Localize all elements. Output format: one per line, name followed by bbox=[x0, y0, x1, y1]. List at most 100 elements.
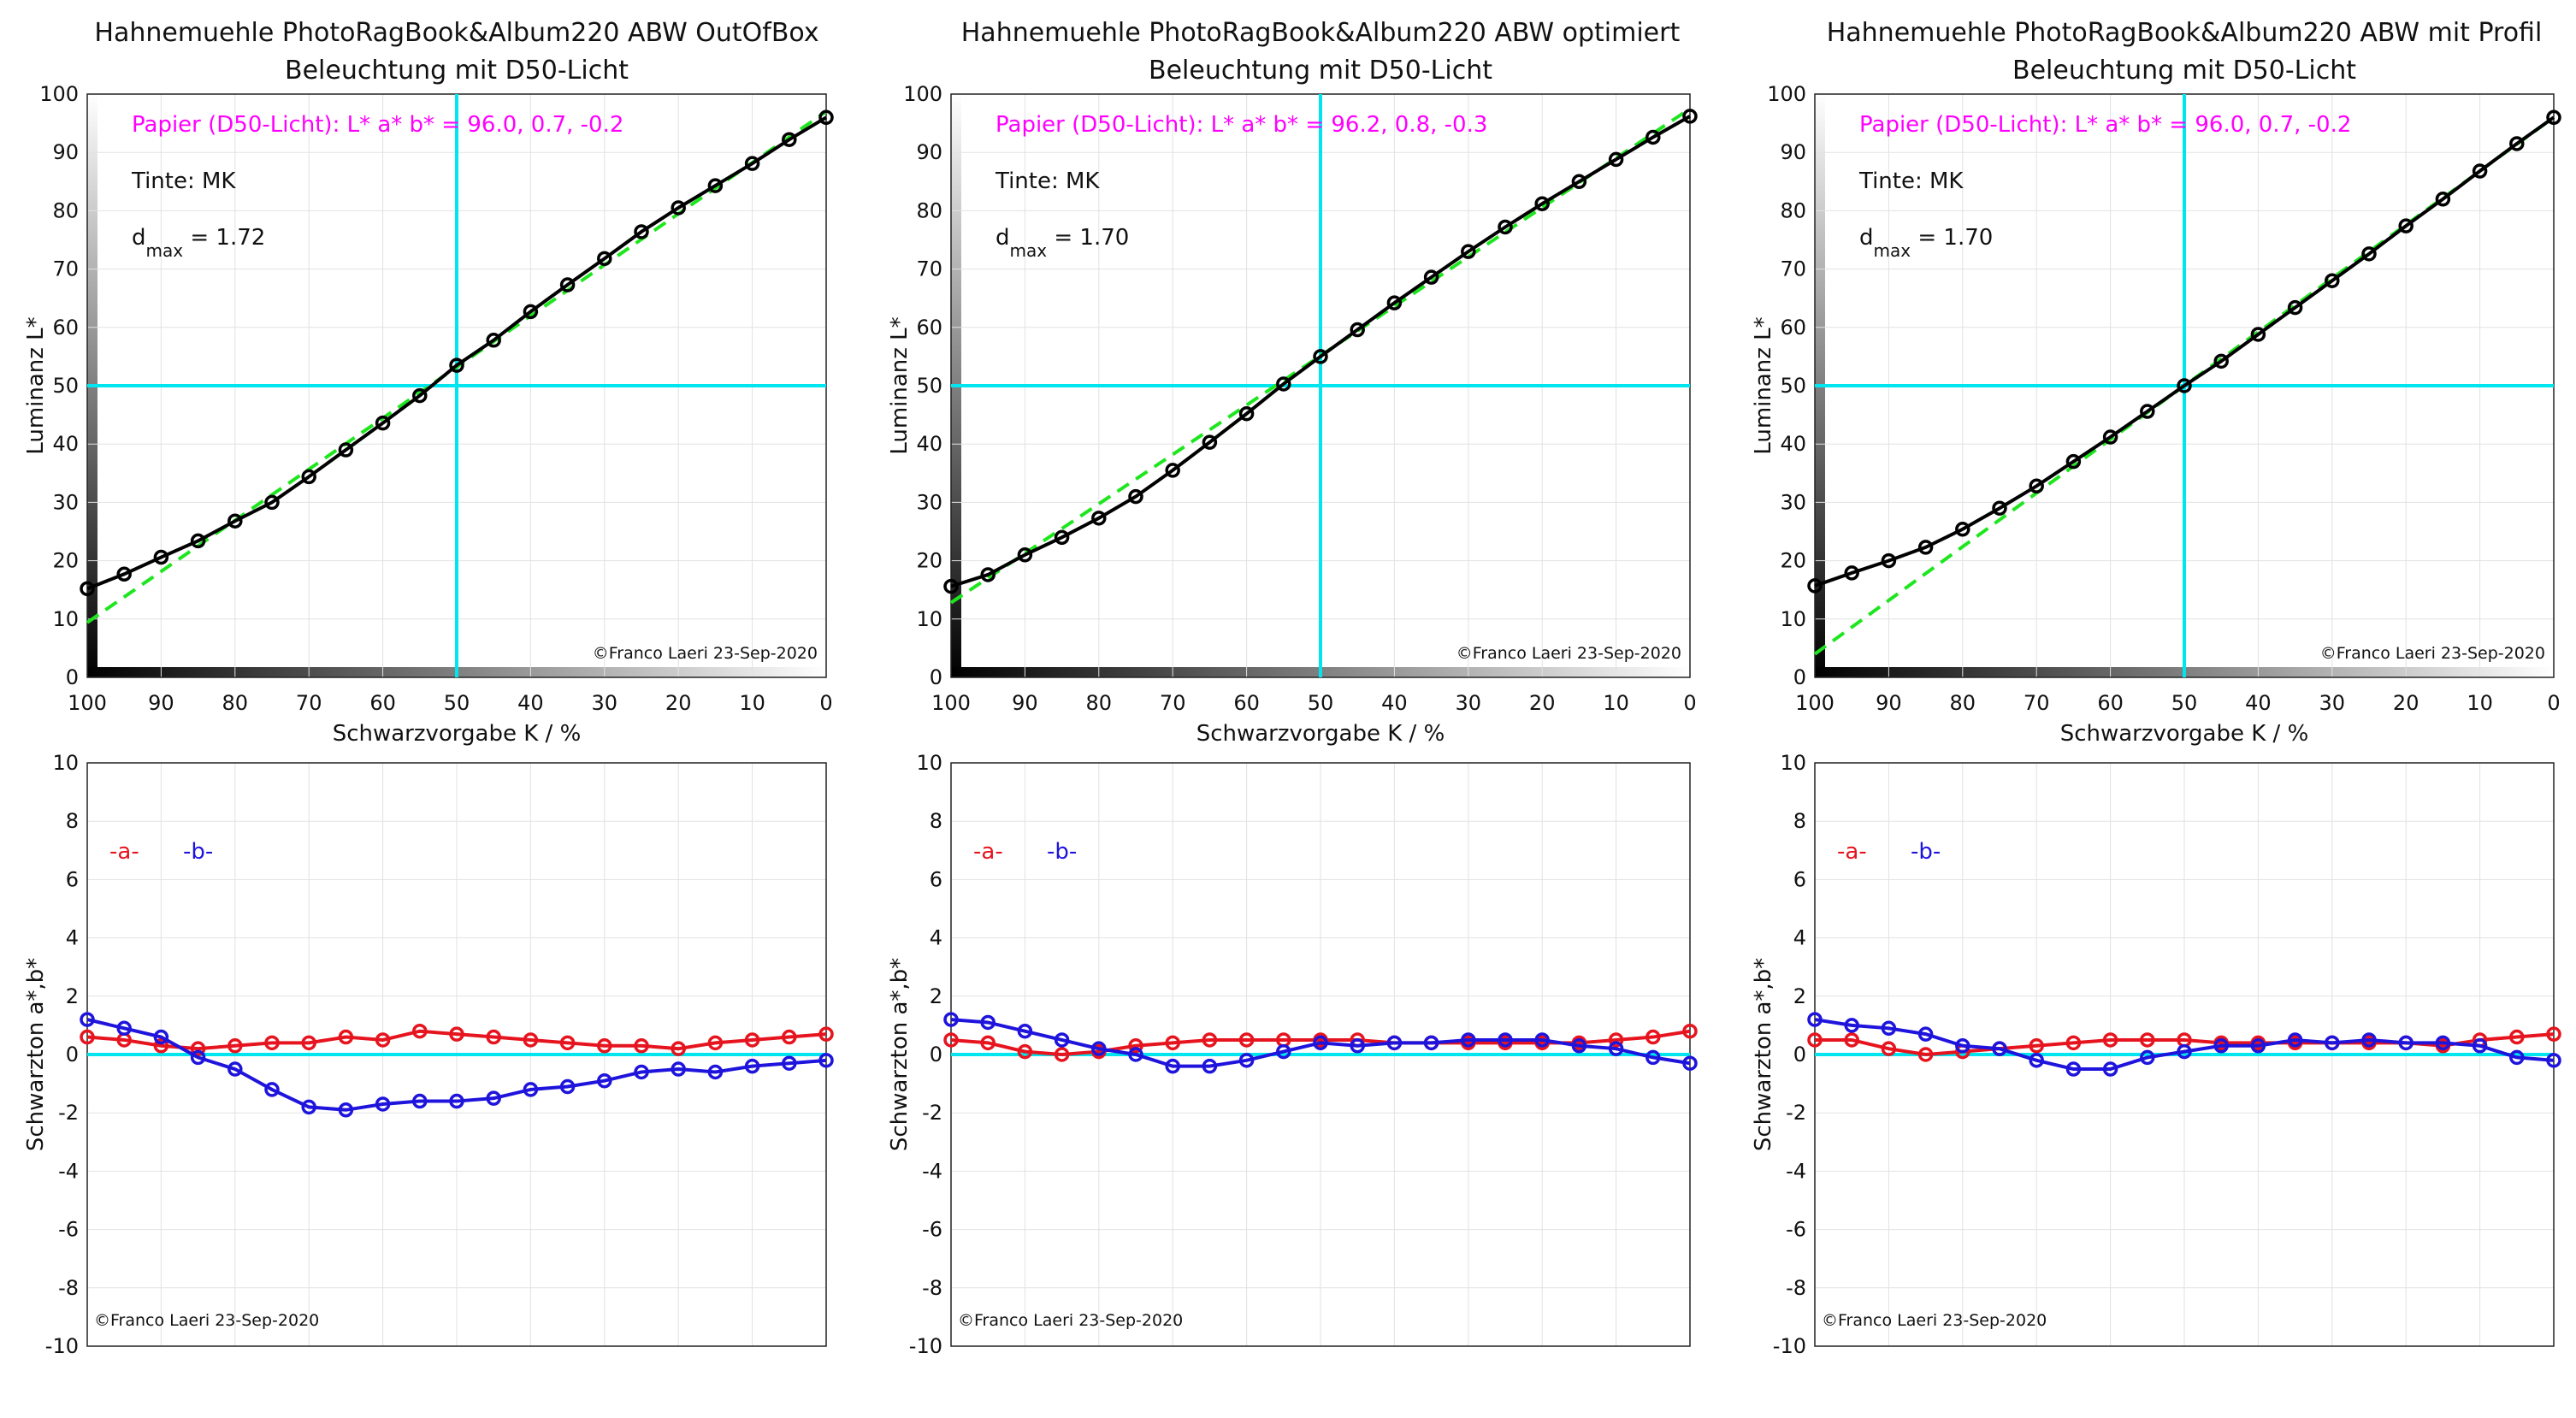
luminance-point bbox=[412, 387, 428, 404]
a-series-point bbox=[301, 1035, 316, 1051]
y-tick-label: 4 bbox=[1793, 926, 1806, 950]
x-axis-label: Schwarzvorgabe K / % bbox=[333, 721, 582, 747]
luminance-point bbox=[1917, 540, 1934, 555]
b-series-point bbox=[1128, 1047, 1143, 1062]
luminance-point bbox=[1955, 522, 1970, 537]
luminance-point bbox=[2325, 273, 2340, 288]
x-tick-label: 70 bbox=[2024, 691, 2050, 715]
y-tick-label: 20 bbox=[916, 549, 942, 573]
b-series-point bbox=[1461, 1032, 1476, 1048]
y-tick-label: 30 bbox=[52, 490, 79, 514]
b-series-point bbox=[1955, 1038, 1970, 1054]
copyright-label: ©Franco Laeri 23-Sep-2020 bbox=[593, 644, 818, 663]
a-series-point bbox=[338, 1029, 354, 1045]
a-series-point bbox=[227, 1038, 243, 1054]
luminance-point bbox=[1313, 349, 1328, 364]
copyright-label: ©Franco Laeri 23-Sep-2020 bbox=[1456, 644, 1681, 663]
b-series-point bbox=[2361, 1032, 2377, 1048]
b-series-point bbox=[744, 1058, 760, 1074]
a-series-point bbox=[486, 1029, 501, 1045]
y-tick-label: 8 bbox=[66, 809, 79, 833]
a-series-point bbox=[2029, 1038, 2044, 1054]
luminance-point bbox=[2435, 192, 2451, 207]
legend-a-label: -a- bbox=[1837, 839, 1867, 865]
luminance-point bbox=[1881, 552, 1897, 569]
a-series-point bbox=[2140, 1032, 2155, 1048]
luminance-plot: 100 90 80 70 60 50 40 30 20 10 0010203040506070809… bbox=[23, 82, 834, 747]
dmax-symbol: d bbox=[1859, 225, 1874, 251]
b-series-point bbox=[153, 1029, 169, 1045]
a-series-point bbox=[1054, 1047, 1070, 1062]
x-tick-label: 0 bbox=[2547, 691, 2560, 715]
y-tick-label: 60 bbox=[916, 316, 942, 340]
a-series-point bbox=[597, 1038, 612, 1054]
y-tick-label: 100 bbox=[903, 82, 942, 106]
y-tick-label: 50 bbox=[1780, 374, 1806, 398]
b-series-point bbox=[634, 1064, 649, 1080]
luminance-point bbox=[597, 251, 612, 267]
b-series-point bbox=[1534, 1032, 1550, 1048]
x-tick-label: 90 bbox=[1012, 691, 1038, 715]
luminance-point bbox=[2140, 404, 2155, 419]
luminance-point bbox=[523, 304, 539, 320]
luminance-point bbox=[227, 513, 243, 529]
a-series-point bbox=[80, 1029, 95, 1045]
x-tick-label: 70 bbox=[296, 691, 322, 715]
a-series-point bbox=[190, 1041, 206, 1056]
luminance-point bbox=[449, 357, 464, 373]
y-tick-label: -10 bbox=[909, 1334, 942, 1358]
chart-title: Hahnemuehle PhotoRagBook&Album220 ABW Ou… bbox=[94, 18, 818, 48]
b-series-point bbox=[2509, 1049, 2525, 1066]
y-axis-label: Schwarzton a*,b* bbox=[23, 958, 49, 1151]
b-series-point bbox=[227, 1061, 243, 1077]
y-tick-label: 6 bbox=[66, 867, 79, 891]
legend-a-label: -a- bbox=[109, 839, 139, 865]
luminance-point bbox=[671, 200, 686, 216]
y-tick-label: 80 bbox=[916, 198, 942, 222]
luminance-point bbox=[2287, 299, 2303, 316]
a-series-point bbox=[449, 1026, 464, 1042]
luminance-point bbox=[1423, 269, 1439, 285]
chart-subtitle: Beleuchtung mit D50-Licht bbox=[1149, 56, 1492, 86]
b-series-point bbox=[1498, 1032, 1513, 1048]
y-tick-label: 0 bbox=[930, 665, 942, 689]
chart-panel-2: Hahnemuehle PhotoRagBook&Album220 ABW op… bbox=[887, 18, 1698, 1358]
luminance-point bbox=[80, 581, 95, 597]
b-series-point bbox=[1917, 1026, 1934, 1042]
a-series-point bbox=[1844, 1032, 1859, 1048]
b-series-point bbox=[375, 1096, 391, 1112]
y-tick-label: -8 bbox=[922, 1276, 942, 1300]
y-tick-label: 2 bbox=[66, 984, 79, 1008]
luminance-point bbox=[2361, 246, 2377, 262]
luminance-point bbox=[1645, 129, 1661, 145]
b-series-point bbox=[980, 1014, 996, 1031]
b-series-point bbox=[1386, 1035, 1403, 1051]
legend-a-label: -a- bbox=[973, 839, 1003, 865]
b-series-point bbox=[818, 1053, 834, 1068]
a-series-point bbox=[153, 1038, 169, 1054]
chart-title: Hahnemuehle PhotoRagBook&Album220 ABW mi… bbox=[1827, 18, 2543, 48]
a-series-point bbox=[1881, 1041, 1897, 1056]
copyright-label: ©Franco Laeri 23-Sep-2020 bbox=[1822, 1311, 2047, 1330]
y-tick-label: 60 bbox=[1780, 316, 1806, 340]
luminance-point bbox=[1091, 511, 1107, 526]
x-tick-label: 100 bbox=[931, 691, 971, 715]
luminance-point bbox=[818, 109, 834, 126]
b-series-point bbox=[2065, 1061, 2082, 1077]
dmax-annotation: dmax = 1.72 bbox=[132, 225, 265, 261]
b-series-point bbox=[1313, 1035, 1328, 1051]
b-series-point bbox=[2398, 1035, 2414, 1051]
b-series-point bbox=[1054, 1032, 1070, 1048]
luminance-point bbox=[2398, 218, 2414, 233]
y-axis-label: Schwarzton a*,b* bbox=[1751, 958, 1776, 1151]
b-series-point bbox=[2250, 1038, 2266, 1054]
b-series-point bbox=[1276, 1043, 1291, 1060]
luminance-point bbox=[1128, 488, 1143, 505]
b-series-point bbox=[1350, 1038, 1365, 1054]
b-series-point bbox=[2472, 1038, 2488, 1054]
b-series-point bbox=[1571, 1038, 1587, 1054]
a-series-point bbox=[671, 1041, 686, 1056]
x-tick-label: 10 bbox=[1603, 691, 1629, 715]
y-tick-label: 20 bbox=[1780, 549, 1806, 573]
x-tick-label: 100 bbox=[68, 691, 107, 715]
